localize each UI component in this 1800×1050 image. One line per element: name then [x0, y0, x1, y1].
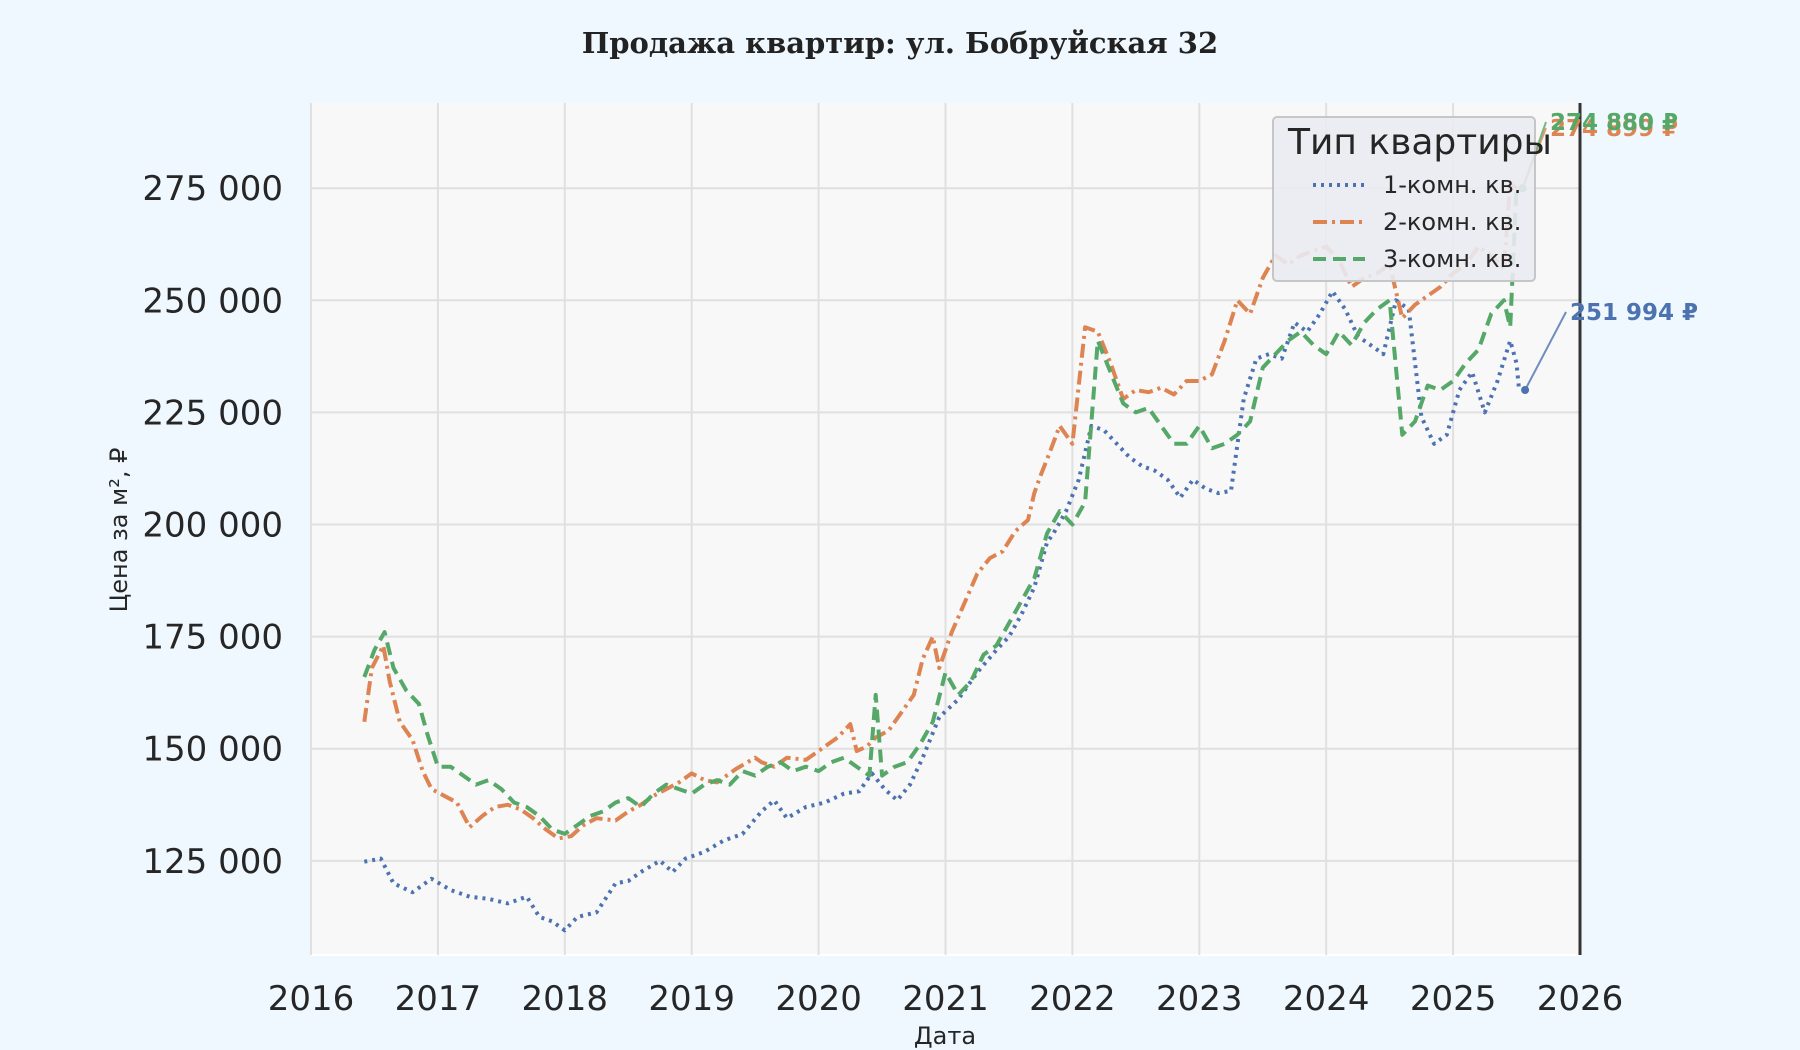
x-tick-label: 2018 — [522, 979, 609, 1019]
x-tick-label: 2019 — [648, 979, 735, 1019]
chart-title: Продажа квартир: ул. Бобруйская 32 — [582, 26, 1218, 60]
x-tick-label: 2022 — [1029, 979, 1116, 1019]
x-tick-labels: 2016 2017 2018 2019 2020 2021 2022 2023 2024 2025… — [268, 979, 1624, 1019]
y-tick-label: 250 000 — [142, 281, 283, 321]
legend-box — [1272, 116, 1536, 282]
x-tick-label: 2020 — [775, 979, 862, 1019]
y-tick-label: 200 000 — [142, 506, 283, 546]
legend-label-3: 3-комн. кв. — [1383, 245, 1521, 273]
end-label-2: 274 899 ₽ — [1550, 116, 1678, 142]
series-line-3 — [362, 188, 1519, 836]
x-tick-label: 2026 — [1537, 979, 1624, 1019]
x-tick-label: 2021 — [902, 979, 989, 1019]
grid — [310, 103, 1581, 955]
y-tick-label: 125 000 — [142, 842, 283, 882]
legend-items: 1-комн. кв. 2-комн. кв. 3-комн. кв. — [1313, 171, 1521, 273]
y-tick-label: 175 000 — [142, 618, 283, 658]
end-label-arrowhead-1 — [1521, 385, 1530, 394]
end-label-arrow-1 — [1524, 311, 1567, 391]
end-label-1: 251 994 ₽ — [1570, 300, 1698, 326]
legend-label-1: 1-комн. кв. — [1383, 171, 1521, 199]
y-tick-label: 275 000 — [142, 169, 283, 209]
end-labels: 251 994 ₽ 274 899 ₽274 880 ₽ — [1518, 110, 1698, 394]
series-line-1 — [363, 289, 1522, 933]
x-tick-label: 2016 — [268, 979, 355, 1019]
x-tick-label: 2025 — [1410, 979, 1497, 1019]
x-tick-label: 2017 — [395, 979, 482, 1019]
y-tick-label: 225 000 — [142, 393, 283, 433]
x-tick-label: 2024 — [1283, 979, 1370, 1019]
y-tick-labels: 125 000 150 000 175 000 200 000 225 000 250 0… — [142, 169, 283, 882]
legend-label-2: 2-комн. кв. — [1383, 208, 1521, 236]
legend-title: Тип квартиры — [1287, 122, 1552, 163]
x-tick-label: 2023 — [1156, 979, 1243, 1019]
end-label-3: 274 880 ₽ — [1550, 110, 1678, 136]
y-tick-label: 150 000 — [142, 730, 283, 770]
y-axis-label: Цена за м², ₽ — [105, 448, 133, 613]
x-axis-label: Дата — [914, 1022, 976, 1050]
legend: Тип квартиры 1-комн. кв. 2-комн. кв. 3-ком… — [1272, 116, 1552, 282]
